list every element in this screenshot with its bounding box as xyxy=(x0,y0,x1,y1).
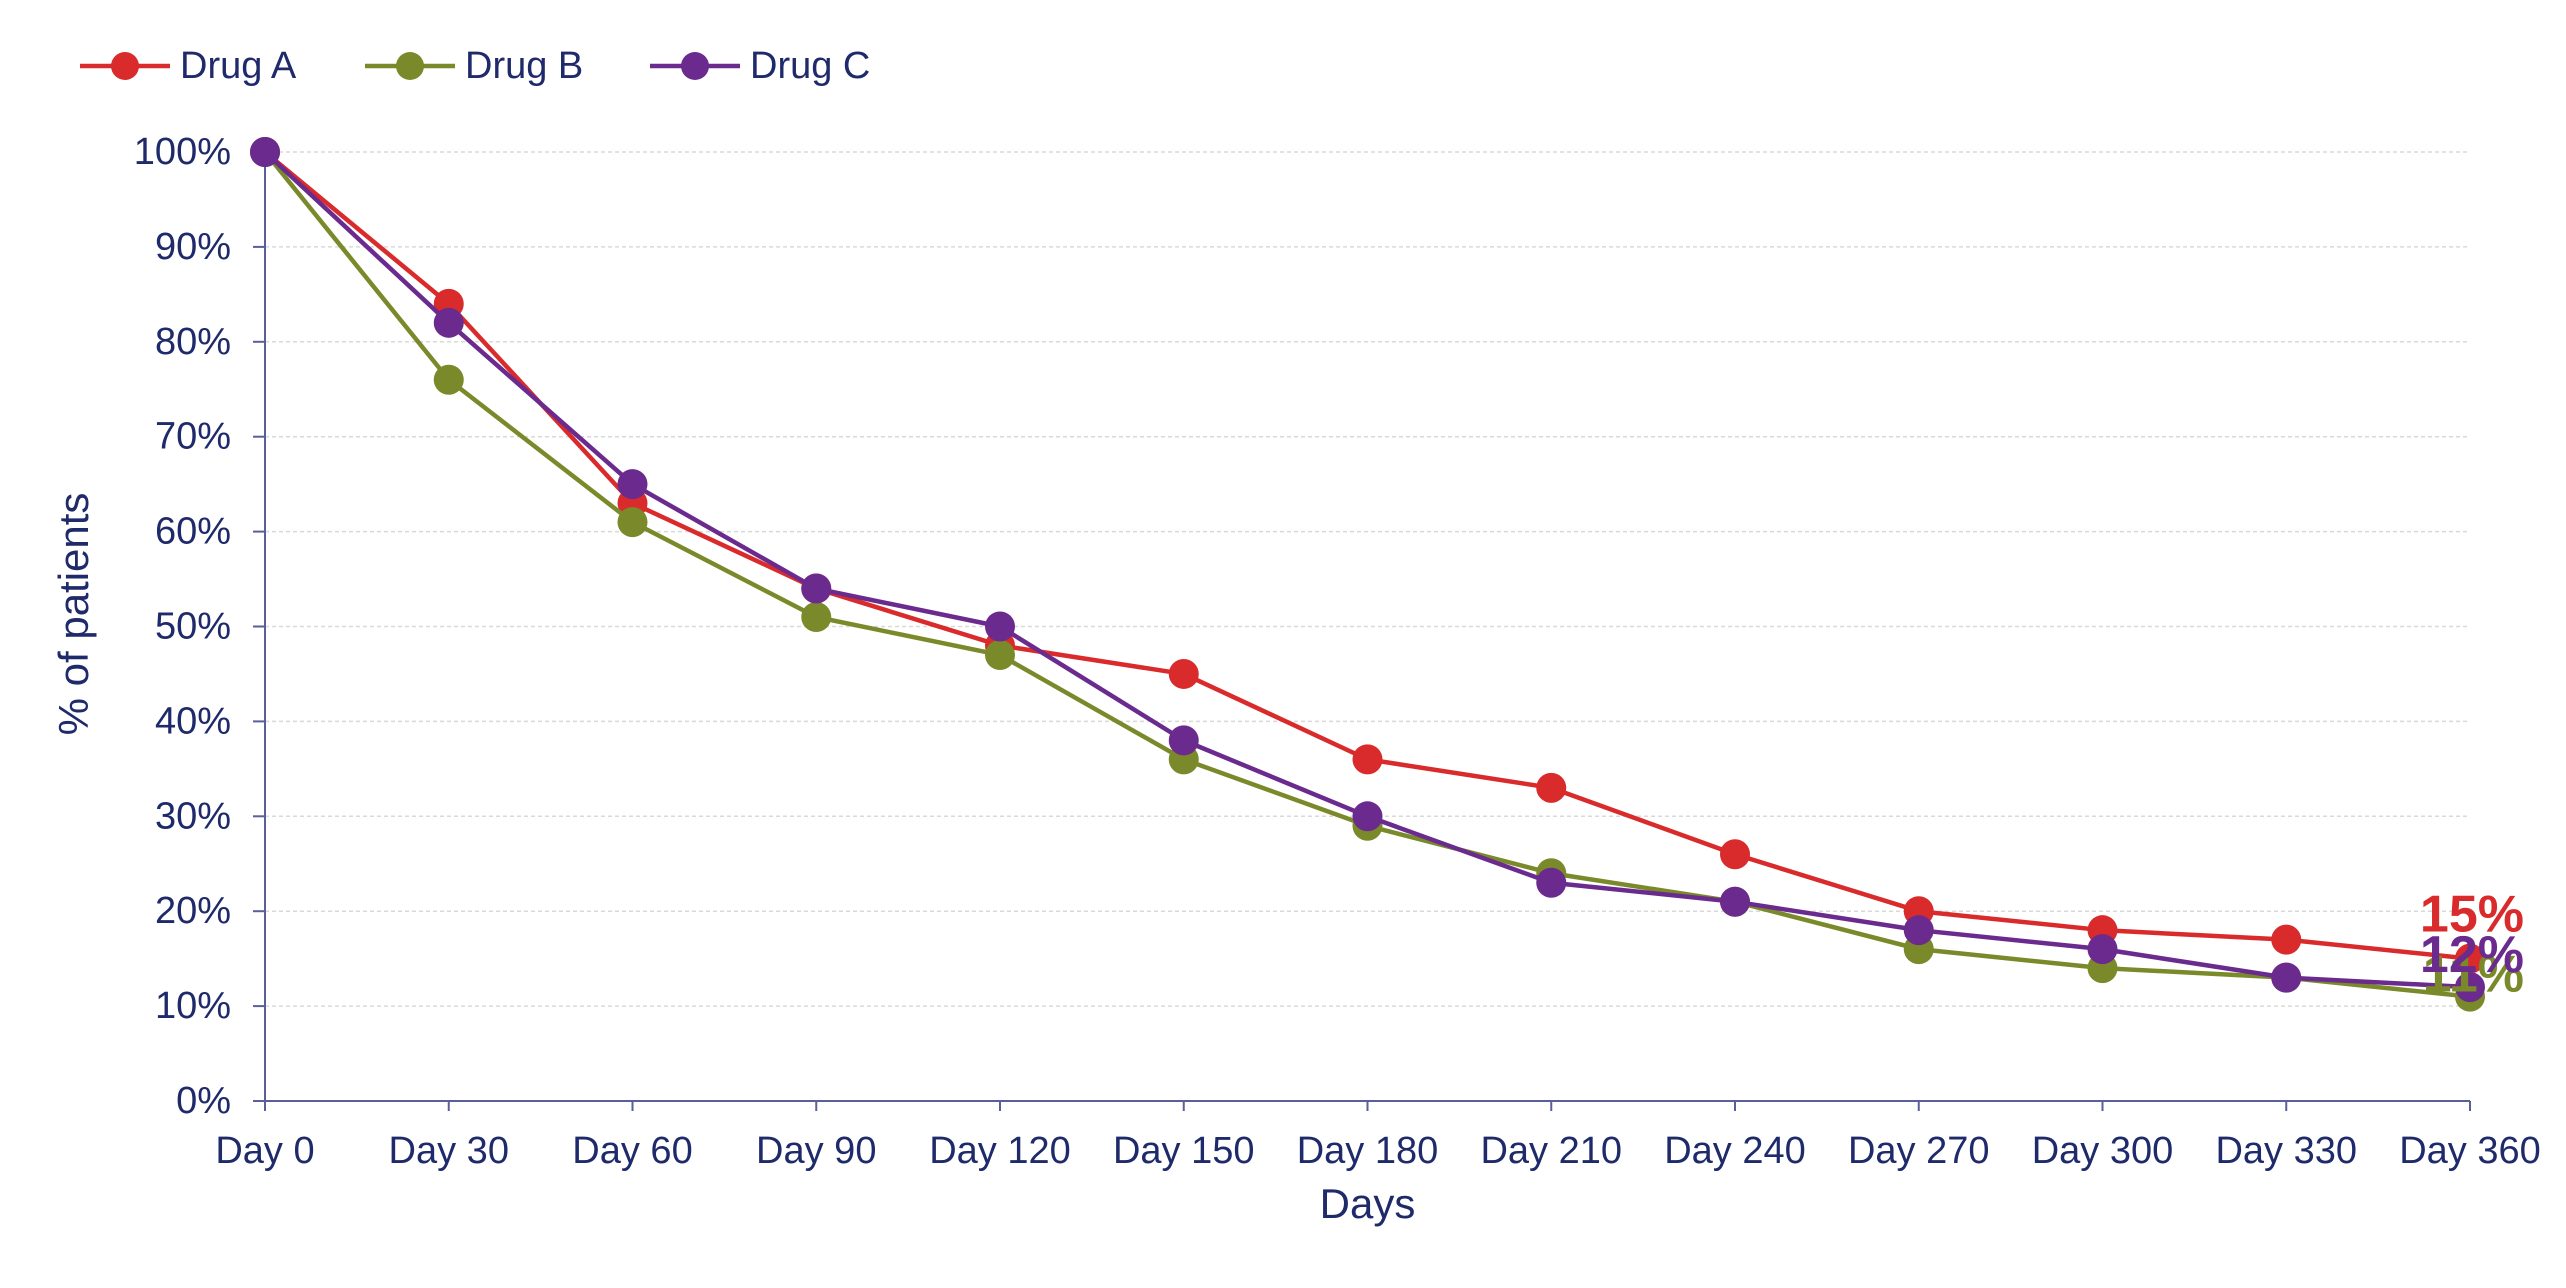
series-line xyxy=(263,150,2471,999)
data-point xyxy=(433,364,464,395)
y-tick-label: 10% xyxy=(155,985,231,1027)
data-point xyxy=(2271,962,2302,993)
data-point xyxy=(2271,924,2302,955)
y-tick-label: 20% xyxy=(155,890,231,932)
data-point xyxy=(1168,725,1199,756)
x-tick-label: Day 150 xyxy=(1113,1130,1255,1172)
y-tick-label: 60% xyxy=(155,511,231,553)
data-point xyxy=(1720,839,1750,870)
data-point xyxy=(1352,801,1383,832)
legend-label: Drug B xyxy=(465,45,583,87)
x-tick-label: Day 270 xyxy=(1848,1130,1990,1172)
legend-marker xyxy=(681,52,709,80)
data-point xyxy=(801,573,832,604)
legend-item: Drug C xyxy=(650,45,870,87)
x-tick-label: Day 120 xyxy=(929,1130,1071,1172)
data-point xyxy=(1720,886,1750,917)
x-tick-labels: Day 0 Day 30 Day 60 Day 90 Day 120 Day 150 Day… xyxy=(215,1101,2541,1172)
end-label: 11% xyxy=(2423,946,2524,1004)
data-point xyxy=(617,507,648,538)
x-tick-label: Day 210 xyxy=(1480,1130,1622,1172)
y-tick-label: 50% xyxy=(155,606,231,648)
data-point xyxy=(1536,867,1567,898)
y-tick-label: 100% xyxy=(134,131,231,173)
series-drug-b xyxy=(250,137,2485,1012)
x-tick-label: Day 360 xyxy=(2399,1130,2541,1172)
x-tick-label: Day 300 xyxy=(2032,1130,2174,1172)
x-tick-label: Day 60 xyxy=(572,1130,692,1172)
data-point xyxy=(801,602,832,633)
data-point xyxy=(617,469,648,500)
x-tick-label: Day 0 xyxy=(215,1130,314,1172)
x-axis-title: Days xyxy=(1320,1180,1416,1227)
y-tick-label: 70% xyxy=(155,416,231,458)
end-labels: 15%11%12% xyxy=(2420,886,2524,1004)
end-label: 15% xyxy=(2420,886,2524,944)
legend-item: Drug B xyxy=(365,45,583,87)
legend-marker xyxy=(111,52,139,80)
data-point xyxy=(2455,943,2485,974)
x-tick-label: Day 30 xyxy=(389,1130,509,1172)
data-point xyxy=(2087,934,2118,965)
data-point xyxy=(250,137,280,167)
end-label: 12% xyxy=(2420,926,2524,984)
data-point xyxy=(433,307,464,338)
y-tick-label: 30% xyxy=(155,795,231,837)
legend: Drug A Drug B Drug C xyxy=(80,45,870,87)
y-tick-label: 0% xyxy=(176,1080,231,1122)
data-point xyxy=(1352,744,1383,775)
y-tick-label: 90% xyxy=(155,226,231,268)
x-tick-label: Day 240 xyxy=(1664,1130,1806,1172)
legend-marker xyxy=(396,52,424,80)
data-point xyxy=(1168,658,1199,689)
data-point xyxy=(1536,772,1567,803)
legend-label: Drug C xyxy=(750,45,870,87)
data-point xyxy=(985,639,1015,670)
x-tick-label: Day 330 xyxy=(2215,1130,2357,1172)
x-tick-label: Day 90 xyxy=(756,1130,876,1172)
series-line xyxy=(263,150,2471,990)
legend-item: Drug A xyxy=(80,45,297,87)
series-lines xyxy=(250,137,2485,1012)
gridlines xyxy=(265,151,2470,1007)
data-point xyxy=(2455,972,2485,1003)
data-point xyxy=(985,611,1015,642)
y-axis-title: % of patients xyxy=(50,493,97,736)
y-tick-label: 80% xyxy=(155,321,231,363)
series-drug-a xyxy=(250,137,2485,974)
y-tick-labels: 0% 10% 20% 30% 40% 50% 60% 70% 80% 90% 100% xyxy=(134,131,265,1122)
data-point xyxy=(1903,915,1934,946)
y-tick-label: 40% xyxy=(155,700,231,742)
legend-label: Drug A xyxy=(180,45,297,87)
x-tick-label: Day 180 xyxy=(1297,1130,1439,1172)
series-drug-c xyxy=(250,137,2485,1003)
